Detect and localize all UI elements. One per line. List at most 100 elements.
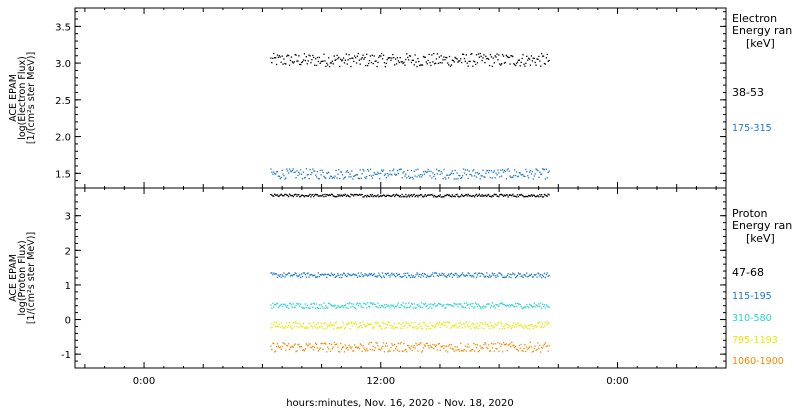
data-point bbox=[461, 195, 464, 197]
data-point bbox=[323, 302, 325, 304]
data-point bbox=[468, 195, 470, 197]
data-point bbox=[541, 52, 543, 55]
data-point bbox=[381, 328, 383, 330]
data-point bbox=[424, 303, 426, 305]
data-point bbox=[315, 176, 318, 178]
data-point bbox=[293, 171, 295, 174]
data-point bbox=[286, 194, 288, 196]
data-point bbox=[352, 57, 354, 59]
data-point bbox=[499, 63, 501, 65]
data-point bbox=[534, 274, 536, 276]
data-point bbox=[475, 172, 477, 174]
data-point bbox=[463, 323, 466, 325]
data-point bbox=[291, 275, 293, 277]
data-point bbox=[328, 324, 330, 326]
data-point bbox=[517, 303, 520, 305]
data-point bbox=[382, 54, 385, 56]
data-point bbox=[275, 57, 277, 59]
data-point bbox=[543, 343, 546, 345]
data-point bbox=[387, 175, 389, 177]
data-point bbox=[543, 62, 546, 65]
data-point bbox=[337, 57, 339, 60]
data-point bbox=[471, 323, 473, 325]
data-point bbox=[492, 343, 494, 345]
data-point bbox=[421, 272, 424, 275]
data-point bbox=[341, 60, 343, 62]
data-point bbox=[280, 61, 282, 63]
data-point bbox=[529, 341, 532, 343]
data-point bbox=[494, 194, 496, 196]
data-point bbox=[296, 302, 298, 304]
data-point bbox=[375, 173, 377, 176]
data-point bbox=[545, 57, 547, 59]
data-point bbox=[528, 275, 530, 277]
data-point bbox=[314, 64, 316, 66]
data-point bbox=[272, 57, 274, 59]
data-point bbox=[444, 345, 446, 347]
data-point bbox=[353, 350, 355, 352]
data-point bbox=[511, 341, 513, 344]
data-point bbox=[374, 322, 376, 324]
data-point bbox=[501, 351, 504, 353]
data-point bbox=[513, 344, 515, 346]
data-point bbox=[307, 195, 309, 197]
data-point bbox=[420, 174, 422, 176]
data-point bbox=[294, 53, 296, 56]
data-point bbox=[303, 327, 306, 329]
data-point bbox=[343, 177, 346, 179]
data-point bbox=[342, 194, 345, 196]
data-point bbox=[424, 345, 426, 347]
data-point bbox=[302, 195, 305, 197]
data-point bbox=[458, 322, 460, 324]
data-point bbox=[495, 276, 497, 279]
data-point bbox=[379, 325, 381, 327]
data-point bbox=[488, 169, 491, 172]
data-point bbox=[275, 194, 277, 196]
data-point bbox=[509, 325, 511, 328]
data-point bbox=[408, 177, 411, 179]
data-point bbox=[349, 346, 351, 348]
data-point bbox=[532, 328, 534, 330]
data-point bbox=[408, 55, 411, 57]
data-point bbox=[392, 170, 394, 172]
data-point bbox=[438, 302, 440, 305]
data-point bbox=[495, 348, 497, 350]
data-point bbox=[514, 169, 516, 171]
data-point bbox=[393, 273, 395, 275]
data-point bbox=[368, 195, 370, 197]
y-tick-label: -1 bbox=[61, 350, 71, 361]
data-point bbox=[275, 346, 278, 348]
data-point bbox=[461, 61, 463, 64]
data-point bbox=[356, 347, 359, 349]
data-point bbox=[360, 58, 362, 60]
data-point bbox=[314, 170, 316, 172]
data-point bbox=[539, 305, 541, 307]
data-point bbox=[314, 194, 316, 196]
data-point bbox=[444, 307, 446, 309]
data-point bbox=[488, 58, 490, 60]
data-point bbox=[438, 195, 440, 197]
data-point bbox=[475, 326, 478, 328]
data-point bbox=[535, 168, 537, 170]
data-point bbox=[322, 60, 324, 62]
data-point bbox=[315, 343, 318, 345]
data-point bbox=[315, 58, 317, 60]
data-point bbox=[350, 176, 352, 178]
data-point bbox=[271, 62, 273, 64]
data-point bbox=[479, 178, 481, 180]
data-point bbox=[485, 343, 487, 345]
data-point bbox=[463, 302, 466, 305]
data-point bbox=[403, 61, 405, 63]
data-point bbox=[535, 304, 537, 306]
data-point bbox=[510, 55, 512, 57]
data-point bbox=[274, 273, 276, 275]
data-point bbox=[355, 323, 358, 325]
data-point bbox=[386, 324, 388, 326]
data-point bbox=[421, 302, 423, 304]
data-point bbox=[499, 343, 501, 345]
data-point bbox=[328, 302, 330, 304]
data-point bbox=[498, 272, 500, 274]
data-point bbox=[406, 307, 408, 309]
data-point bbox=[401, 177, 403, 179]
data-point bbox=[315, 276, 318, 279]
